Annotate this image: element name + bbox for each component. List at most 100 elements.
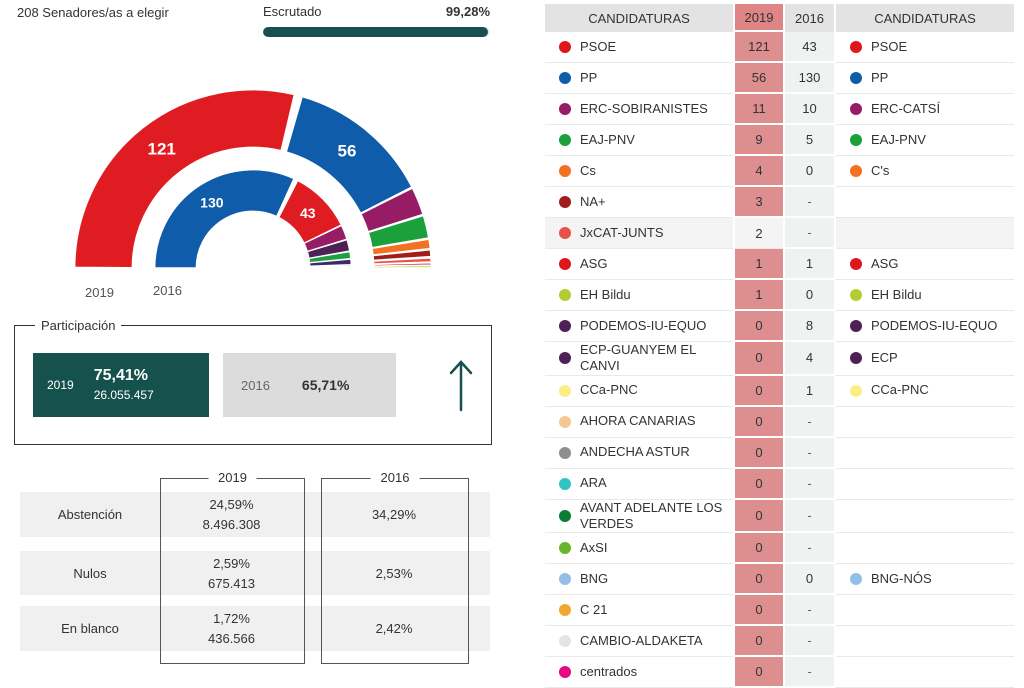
party-label: ERC-CATSÍ — [871, 100, 941, 116]
party-label: PODEMOS-IU-EQUO — [871, 317, 998, 333]
party-name-2016 — [836, 468, 1014, 500]
donut-segment-JxCAT-JUNTS[interactable] — [373, 257, 432, 265]
party-name-2016: CCa-PNC — [836, 375, 1014, 407]
party-label: ARA — [580, 475, 607, 491]
party-name-2019: ARA — [545, 468, 733, 500]
donut-segment-ERC-CATSÍ[interactable] — [303, 225, 348, 252]
party-name-2019: NA+ — [545, 187, 733, 218]
party-name-2019: PODEMOS-IU-EQUO — [545, 311, 733, 342]
party-name-2019: C 21 — [545, 595, 733, 626]
donut-segment-EAJ-PNV[interactable] — [368, 215, 429, 248]
donut-segment-Cs[interactable] — [371, 239, 431, 256]
party-color-dot — [559, 320, 571, 332]
results-summary-panel: 208 Senadores/as a elegir Escrutado 99,2… — [0, 0, 512, 675]
party-color-dot — [559, 477, 571, 490]
stats-2016-pct: 2,42% — [375, 621, 413, 636]
party-label: AVANT ADELANTE LOS VERDES — [580, 499, 723, 531]
participacion-legend: Participación — [41, 318, 116, 333]
party-name-2019: AHORA CANARIAS — [545, 406, 733, 438]
donut-segment-value: 121 — [148, 140, 176, 159]
party-name-2016: ERC-CATSÍ — [836, 94, 1014, 125]
seats-2016-value: 1 — [785, 375, 834, 407]
party-name-2016: EAJ-PNV — [836, 125, 1014, 156]
donut-segment-PSOE[interactable] — [278, 180, 342, 244]
donut-segment-ECP[interactable] — [309, 258, 352, 267]
seats-2016-value: 5 — [785, 125, 834, 156]
donut-segment-EH Bildu[interactable] — [373, 265, 432, 269]
seats-2016-value: - — [785, 468, 834, 500]
party-label: CCa-PNC — [871, 382, 929, 398]
seats-2019-value: 3 — [735, 187, 783, 218]
party-name-2016: ECP — [836, 342, 1014, 376]
party-name-2019: AxSI — [545, 533, 733, 564]
seats-2016-value: 10 — [785, 94, 834, 125]
party-label: CCa-PNC — [580, 382, 638, 398]
party-name-2016: PP — [836, 63, 1014, 94]
donut-segment-value: 43 — [300, 205, 316, 221]
party-name-2016 — [836, 187, 1014, 218]
party-name-2016 — [836, 626, 1014, 657]
party-color-dot — [559, 134, 571, 146]
party-label: PSOE — [580, 38, 617, 54]
stats-2019-column-header: 2019 — [208, 470, 257, 485]
donut-segment-PODEMOS-IU-EQUO[interactable] — [307, 239, 350, 259]
party-label: CAMBIO-ALDAKETA — [580, 632, 703, 648]
party-label: PSOE — [871, 38, 908, 54]
stats-label: En blanco — [61, 621, 119, 636]
stats-row-abstencion: Abstención 24,59% 8.496.308 34,29% — [20, 492, 490, 537]
party-color-dot — [850, 289, 862, 301]
party-color-dot — [850, 384, 862, 397]
donut-segment-EAJ-PNV[interactable] — [308, 251, 351, 263]
donut-segment-ASG[interactable] — [373, 262, 432, 267]
seats-donut-chart[interactable]: 121 56 130 43 — [55, 88, 455, 278]
escrutado-widget: Escrutado 99,28% — [263, 4, 490, 37]
participacion-2019-box: 2019 75,41% 26.055.457 — [33, 353, 209, 417]
party-color-dot — [559, 415, 571, 428]
donut-segment-ERC-SOBIRANISTES[interactable] — [360, 187, 424, 232]
seats-2019-value: 0 — [735, 311, 783, 342]
party-color-dot — [850, 134, 862, 146]
party-color-dot — [559, 165, 571, 177]
party-label: AHORA CANARIAS — [580, 413, 696, 429]
party-name-2019: ASG — [545, 249, 733, 280]
party-label: BNG-NÓS — [871, 570, 932, 586]
stats-2019-pct: 2,59% — [213, 555, 250, 571]
seats-2016-value: 0 — [785, 564, 834, 595]
escrutado-progress-fill — [263, 27, 489, 37]
party-name-2019: CAMBIO-ALDAKETA — [545, 626, 733, 657]
party-label: ASG — [580, 255, 608, 271]
seats-2016-value: 0 — [785, 280, 834, 311]
stats-2016-column-box: 2016 — [321, 470, 469, 664]
party-name-2016 — [836, 657, 1014, 688]
party-name-2016: C's — [836, 156, 1014, 187]
party-color-dot — [559, 258, 571, 270]
party-color-dot — [559, 41, 571, 53]
party-label: BNG — [580, 570, 609, 586]
seats-2016-value: 130 — [785, 63, 834, 94]
party-label: ASG — [871, 255, 899, 271]
party-name-2016 — [836, 499, 1014, 533]
donut-segment-value: 130 — [200, 194, 224, 210]
donut-segment-NA+[interactable] — [372, 249, 432, 261]
seats-2019-value: 0 — [735, 595, 783, 626]
table-header-candidaturas-right: CANDIDATURAS — [836, 4, 1014, 32]
party-name-2016 — [836, 406, 1014, 438]
party-name-2019: EAJ-PNV — [545, 125, 733, 156]
seats-2019-value: 4 — [735, 156, 783, 187]
stats-2019-pct: 1,72% — [213, 611, 250, 626]
party-name-2016 — [836, 533, 1014, 564]
donut-segment-PSOE[interactable] — [74, 89, 295, 268]
stats-2016-pct: 34,29% — [371, 507, 417, 522]
seats-2019-value: 0 — [735, 564, 783, 595]
arrow-up-icon[interactable] — [448, 357, 474, 413]
party-name-2016: BNG-NÓS — [836, 564, 1014, 595]
stats-2016-pct: 2,53% — [375, 565, 413, 581]
donut-segment-PP[interactable] — [286, 96, 412, 214]
stats-row-enblanco: En blanco 1,72% 436.566 2,42% — [20, 606, 490, 651]
party-color-dot — [850, 352, 862, 365]
party-color-dot — [850, 165, 862, 177]
donut-segment-CCa-PNC[interactable] — [309, 266, 352, 269]
party-color-dot — [559, 227, 571, 239]
donut-segment-PP[interactable] — [154, 169, 295, 269]
seats-2016-value: - — [785, 533, 834, 564]
